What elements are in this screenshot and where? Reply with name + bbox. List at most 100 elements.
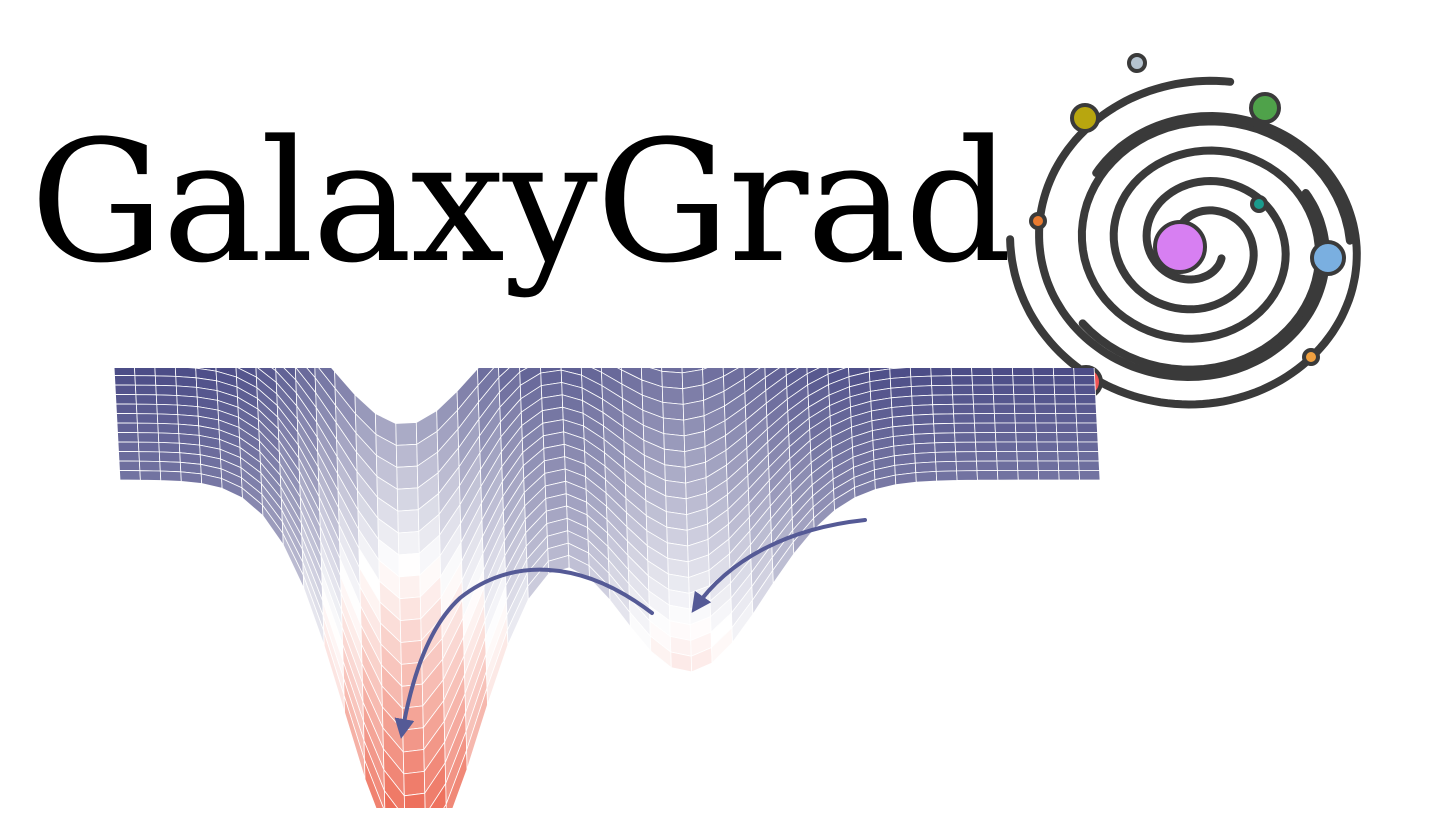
mesh-cell xyxy=(1077,451,1100,462)
mesh-cell xyxy=(115,394,137,405)
mesh-cell xyxy=(399,596,422,622)
mesh-cell xyxy=(971,375,994,386)
mesh-cell xyxy=(1057,460,1080,471)
mesh-cell xyxy=(973,403,995,415)
mesh-cell xyxy=(402,727,425,753)
mesh-cell xyxy=(397,531,420,556)
mesh-cell xyxy=(400,640,423,665)
mesh-cell xyxy=(1073,368,1095,376)
mesh-cell xyxy=(974,422,996,434)
mesh-cell xyxy=(931,394,954,406)
wordmark: GalaxyGrad xyxy=(30,104,1012,300)
mesh-cell xyxy=(954,441,977,453)
mesh-cell xyxy=(1056,432,1079,443)
mesh-cell xyxy=(363,740,386,808)
mesh-cell xyxy=(933,432,956,444)
core-planet xyxy=(1153,220,1207,274)
mesh-cell xyxy=(894,472,917,486)
descent-arrow xyxy=(394,567,654,739)
mesh-cell xyxy=(975,441,997,453)
mesh-cell xyxy=(1013,394,1036,405)
mesh-cell xyxy=(1016,451,1039,462)
mesh-cell xyxy=(663,433,686,453)
mesh-cell xyxy=(913,432,936,445)
mesh-cell xyxy=(935,470,958,482)
mesh-cell xyxy=(1057,451,1080,462)
mesh-cell xyxy=(114,375,136,386)
mesh-cell xyxy=(156,413,179,425)
landscape-mesh xyxy=(113,368,1101,808)
mesh-cell xyxy=(114,384,137,396)
mesh-cell xyxy=(1075,403,1097,414)
mesh-cell xyxy=(443,802,447,808)
mesh-cell xyxy=(955,460,978,472)
mesh-cell xyxy=(1035,432,1058,443)
mesh-cell xyxy=(930,368,953,377)
mesh-cell xyxy=(973,413,996,424)
mesh-cell xyxy=(402,749,425,775)
mesh-cell xyxy=(119,470,141,481)
mesh-cell xyxy=(992,394,1015,405)
blue-planet xyxy=(1310,240,1346,276)
mesh-cell xyxy=(139,470,162,481)
mesh-cell xyxy=(1017,470,1040,481)
mesh-cell xyxy=(135,403,158,415)
mesh-cell xyxy=(395,443,418,468)
small-orange-moon xyxy=(1302,348,1320,366)
mesh-cell xyxy=(1012,375,1035,386)
mesh-cell xyxy=(1055,422,1078,433)
mesh-cell xyxy=(1058,470,1081,481)
mesh-cell xyxy=(1036,451,1059,462)
mesh-cell xyxy=(134,384,157,396)
mesh-cell xyxy=(952,394,974,405)
mesh-cell xyxy=(1073,375,1096,386)
mesh-cell xyxy=(995,441,1018,452)
spiral-arm xyxy=(1077,117,1354,343)
mesh-cell xyxy=(1055,413,1078,424)
mesh-cell xyxy=(1034,403,1057,414)
mesh-cell xyxy=(662,401,685,421)
mesh-cell xyxy=(1033,384,1056,395)
mesh-cell xyxy=(398,552,421,578)
mesh-cell xyxy=(117,441,140,453)
mesh-cell xyxy=(933,422,956,434)
mesh-cell xyxy=(1074,384,1096,395)
spiral-arm xyxy=(1078,146,1324,374)
mesh-cell xyxy=(1054,403,1077,414)
mesh-cell xyxy=(403,770,426,797)
mesh-cell xyxy=(136,413,159,424)
mesh-cell xyxy=(1032,375,1055,386)
mesh-cell xyxy=(1053,384,1076,395)
mesh-cell xyxy=(134,368,156,377)
mesh-cell xyxy=(976,470,999,481)
mesh-cell xyxy=(909,368,932,378)
mesh-cell xyxy=(156,403,179,416)
mesh-cell xyxy=(399,618,422,643)
mesh-cell xyxy=(934,441,957,453)
mesh-cell xyxy=(991,375,1014,386)
mesh-cell xyxy=(1056,441,1079,452)
mesh-cell xyxy=(1016,460,1039,471)
mesh-cell xyxy=(910,385,933,397)
planets xyxy=(1029,53,1346,399)
mesh-cell xyxy=(1014,413,1037,424)
mesh-cell xyxy=(972,384,994,396)
mesh-cell xyxy=(914,451,937,464)
mesh-cell xyxy=(930,375,953,387)
mesh-cell xyxy=(991,368,1014,376)
mesh-cell xyxy=(383,768,405,808)
mesh-cell xyxy=(912,423,935,435)
mesh-cell xyxy=(1037,460,1060,471)
mesh-cell xyxy=(955,451,977,462)
mesh-cell xyxy=(911,394,934,407)
mesh-cell xyxy=(1034,413,1057,424)
mesh-cell xyxy=(934,451,957,463)
mesh-cell xyxy=(158,451,181,463)
mesh-cell xyxy=(1078,460,1100,471)
mesh-cell xyxy=(954,432,976,443)
mesh-cell xyxy=(157,422,180,435)
mesh-cell xyxy=(950,368,973,377)
mesh-cell xyxy=(1015,441,1038,452)
mesh-cell xyxy=(154,375,177,387)
